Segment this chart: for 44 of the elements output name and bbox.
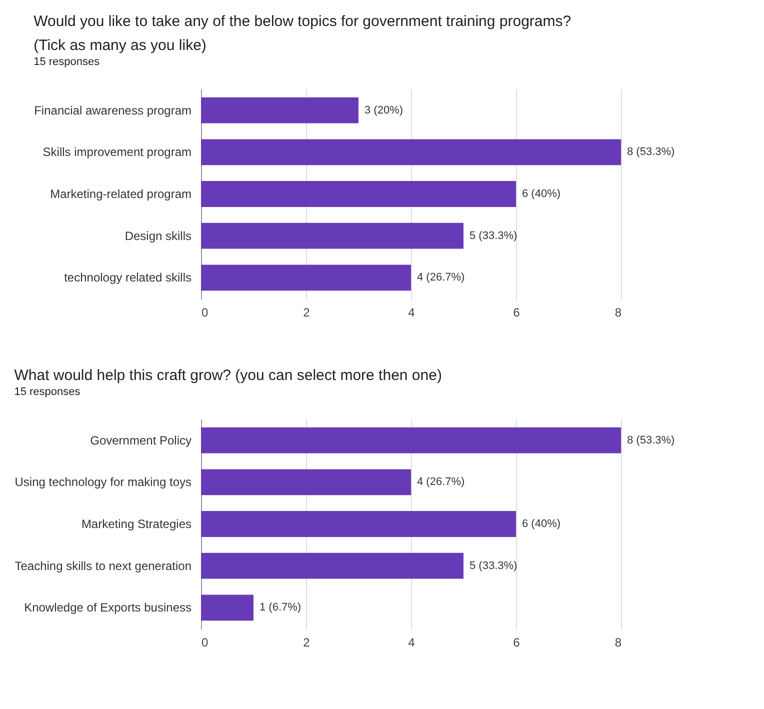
bar [201, 427, 621, 454]
bar [201, 594, 254, 621]
text: 15 responses [34, 56, 100, 68]
data-label: 4 (26.7%) [417, 272, 465, 284]
bar [201, 181, 516, 207]
x-tick-label: 6 [513, 306, 520, 320]
x-tick-label: 8 [614, 636, 622, 650]
x-tick-label: 2 [303, 636, 310, 650]
y-tick-label: Skills improvement program [42, 145, 192, 160]
x-tick-label: 0 [202, 636, 208, 650]
x-tick-label: 4 [408, 636, 416, 650]
y-tick-label: Design skills [124, 228, 192, 243]
chart-title: What would help this craft grow? (you can select more then one) [14, 367, 442, 384]
chart-title: Would you like to take any of the below topics for government training programs? (Tick as many as you like) [34, 13, 572, 54]
bar [201, 97, 358, 124]
y-tick-label: Financial awareness program [34, 103, 192, 118]
data-label: 8 (53.3%) [627, 146, 675, 158]
bar [201, 139, 621, 166]
data-label: 1 (6.7%) [260, 602, 302, 614]
text: 15 responses [14, 386, 81, 398]
data-label: 4 (26.7%) [417, 476, 465, 488]
y-tick-label: technology related skills [64, 270, 192, 285]
bar [201, 511, 516, 537]
x-tick-label: 6 [513, 636, 520, 650]
bar [201, 222, 464, 249]
data-label: 3 (20%) [364, 104, 404, 116]
data-label: 5 (33.3%) [470, 560, 518, 572]
bar [201, 552, 464, 579]
x-tick-label: 4 [408, 306, 416, 320]
y-tick-label: Government Policy [90, 433, 192, 448]
y-tick-label: Teaching skills to next generation [14, 558, 192, 573]
data-label: 6 (40%) [522, 518, 561, 530]
bar [201, 264, 411, 291]
data-label: 6 (40%) [522, 188, 561, 200]
y-tick-label: Using technology for making toys [14, 475, 192, 490]
y-tick-label: Knowledge of Exports business [24, 600, 192, 615]
data-label: 8 (53.3%) [627, 434, 675, 446]
data-label: 5 (33.3%) [470, 230, 518, 242]
x-tick-label: 2 [303, 306, 310, 320]
x-tick-label: 0 [202, 306, 208, 320]
bar [201, 469, 411, 496]
y-tick-label: Marketing-related program [50, 187, 192, 201]
x-tick-label: 8 [614, 306, 622, 320]
y-tick-label: Marketing Strategies [81, 517, 192, 531]
